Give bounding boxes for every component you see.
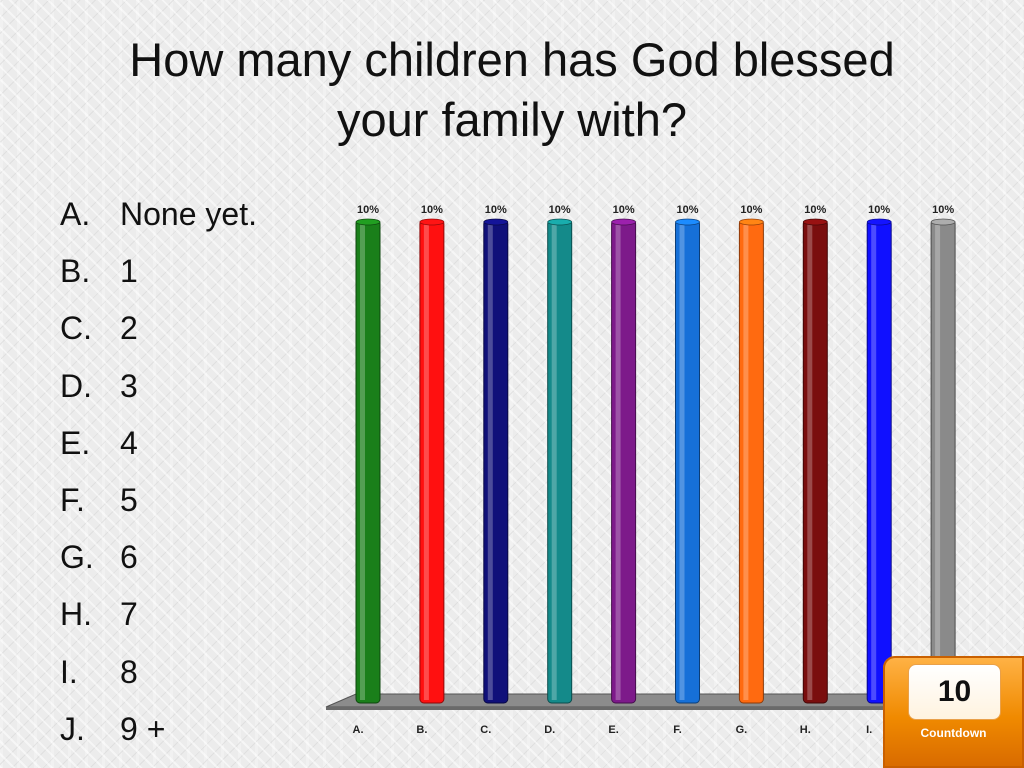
- answer-option: G. 6: [60, 529, 257, 586]
- option-text: 5: [120, 482, 138, 519]
- bar-body: [738, 219, 764, 704]
- bar: [483, 218, 509, 704]
- option-text: 3: [120, 367, 138, 404]
- option-letter: G.: [60, 539, 94, 576]
- option-letter: I.: [60, 653, 78, 690]
- answer-option: H. 7: [60, 586, 257, 643]
- bar-body: [483, 219, 509, 704]
- option-text: 9 +: [120, 710, 166, 747]
- data-label: 10%: [357, 204, 379, 216]
- data-label: 10%: [932, 204, 954, 216]
- answer-option: I. 8: [60, 644, 257, 701]
- bar-top-cap: [547, 218, 573, 226]
- option-text: 6: [120, 539, 138, 576]
- data-label: 10%: [804, 204, 826, 216]
- bar-highlight: [871, 223, 877, 700]
- bar: [419, 218, 445, 704]
- answer-option: C. 2: [60, 300, 257, 357]
- option-letter: B.: [60, 253, 91, 290]
- bar: [355, 218, 381, 704]
- bar-highlight: [743, 223, 749, 700]
- countdown-value: 10: [908, 664, 1001, 720]
- data-label: 10%: [613, 204, 635, 216]
- bar-top-cap: [419, 218, 445, 226]
- bar-highlight: [551, 223, 557, 700]
- option-letter: C.: [60, 310, 92, 347]
- bar: [547, 218, 573, 704]
- option-text: 2: [120, 310, 138, 347]
- option-letter: J.: [60, 710, 85, 747]
- bar-highlight: [423, 223, 429, 700]
- option-letter: A.: [60, 196, 91, 233]
- bar: [930, 218, 956, 704]
- bar-highlight: [807, 223, 813, 700]
- bar-top-cap: [866, 218, 892, 226]
- data-label: 10%: [868, 204, 890, 216]
- bar-body: [355, 219, 381, 704]
- option-text: 8: [120, 653, 138, 690]
- answer-option: E. 4: [60, 415, 257, 472]
- data-label: 10%: [421, 204, 443, 216]
- bar-highlight: [487, 223, 493, 700]
- bar-body: [802, 219, 828, 704]
- bar-body: [547, 219, 573, 704]
- bar-top-cap: [802, 218, 828, 226]
- option-letter: H.: [60, 596, 92, 633]
- answer-option: F. 5: [60, 472, 257, 529]
- bar-body: [675, 219, 700, 704]
- answer-option: D. 3: [60, 358, 257, 415]
- bar-top-cap: [739, 218, 764, 226]
- answer-option: J. 9 +: [60, 701, 257, 758]
- bar: [611, 218, 637, 704]
- option-text: None yet.: [120, 196, 257, 233]
- bar: [738, 218, 764, 704]
- bar-top-cap: [355, 218, 381, 226]
- data-label: 10%: [676, 204, 698, 216]
- title-line-1: How many children has God blessed: [129, 33, 895, 86]
- category-tick-label: D.: [544, 724, 555, 736]
- countdown-timer: 10 Countdown: [883, 656, 1024, 768]
- bar-top-cap: [930, 218, 956, 226]
- title-line-2: your family with?: [337, 93, 687, 146]
- bar-top-cap: [675, 218, 700, 226]
- option-text: 7: [120, 596, 138, 633]
- category-tick-label: B.: [416, 724, 427, 736]
- bar-highlight: [679, 223, 685, 700]
- bar-top-cap: [483, 218, 509, 226]
- data-label: 10%: [549, 204, 571, 216]
- bar: [675, 218, 700, 704]
- bar-highlight: [360, 223, 365, 700]
- option-text: 4: [120, 424, 138, 461]
- chart-floor-edge: [326, 707, 942, 710]
- option-letter: E.: [60, 424, 91, 461]
- bar-highlight: [935, 223, 941, 700]
- answer-options-list: A. None yet. B. 1 C. 2 D. 3 E. 4 F. 5 G. 6 H. 7 …: [60, 186, 257, 758]
- bar-body: [419, 219, 445, 704]
- bar: [802, 218, 828, 704]
- data-label: 10%: [485, 204, 507, 216]
- answer-option: B. 1: [60, 243, 257, 300]
- bar-body: [866, 219, 892, 704]
- countdown-label: Countdown: [920, 726, 987, 740]
- slide-title: How many children has God blessed your f…: [40, 30, 984, 150]
- answer-option: A. None yet.: [60, 186, 257, 243]
- bar-top-cap: [611, 218, 636, 226]
- category-tick-label: H.: [800, 724, 811, 736]
- bar: [866, 218, 892, 704]
- category-tick-label: A.: [353, 724, 364, 736]
- category-tick-label: F.: [673, 724, 682, 736]
- bar-highlight: [615, 223, 621, 700]
- option-letter: F.: [60, 482, 85, 519]
- option-text: 1: [120, 253, 138, 290]
- option-letter: D.: [60, 367, 92, 404]
- category-tick-label: I.: [866, 724, 872, 736]
- category-tick-label: E.: [608, 724, 618, 736]
- category-tick-label: C.: [480, 724, 491, 736]
- bar-body: [930, 219, 956, 704]
- bar-body: [611, 219, 637, 704]
- category-tick-label: G.: [736, 724, 748, 736]
- data-label: 10%: [740, 204, 762, 216]
